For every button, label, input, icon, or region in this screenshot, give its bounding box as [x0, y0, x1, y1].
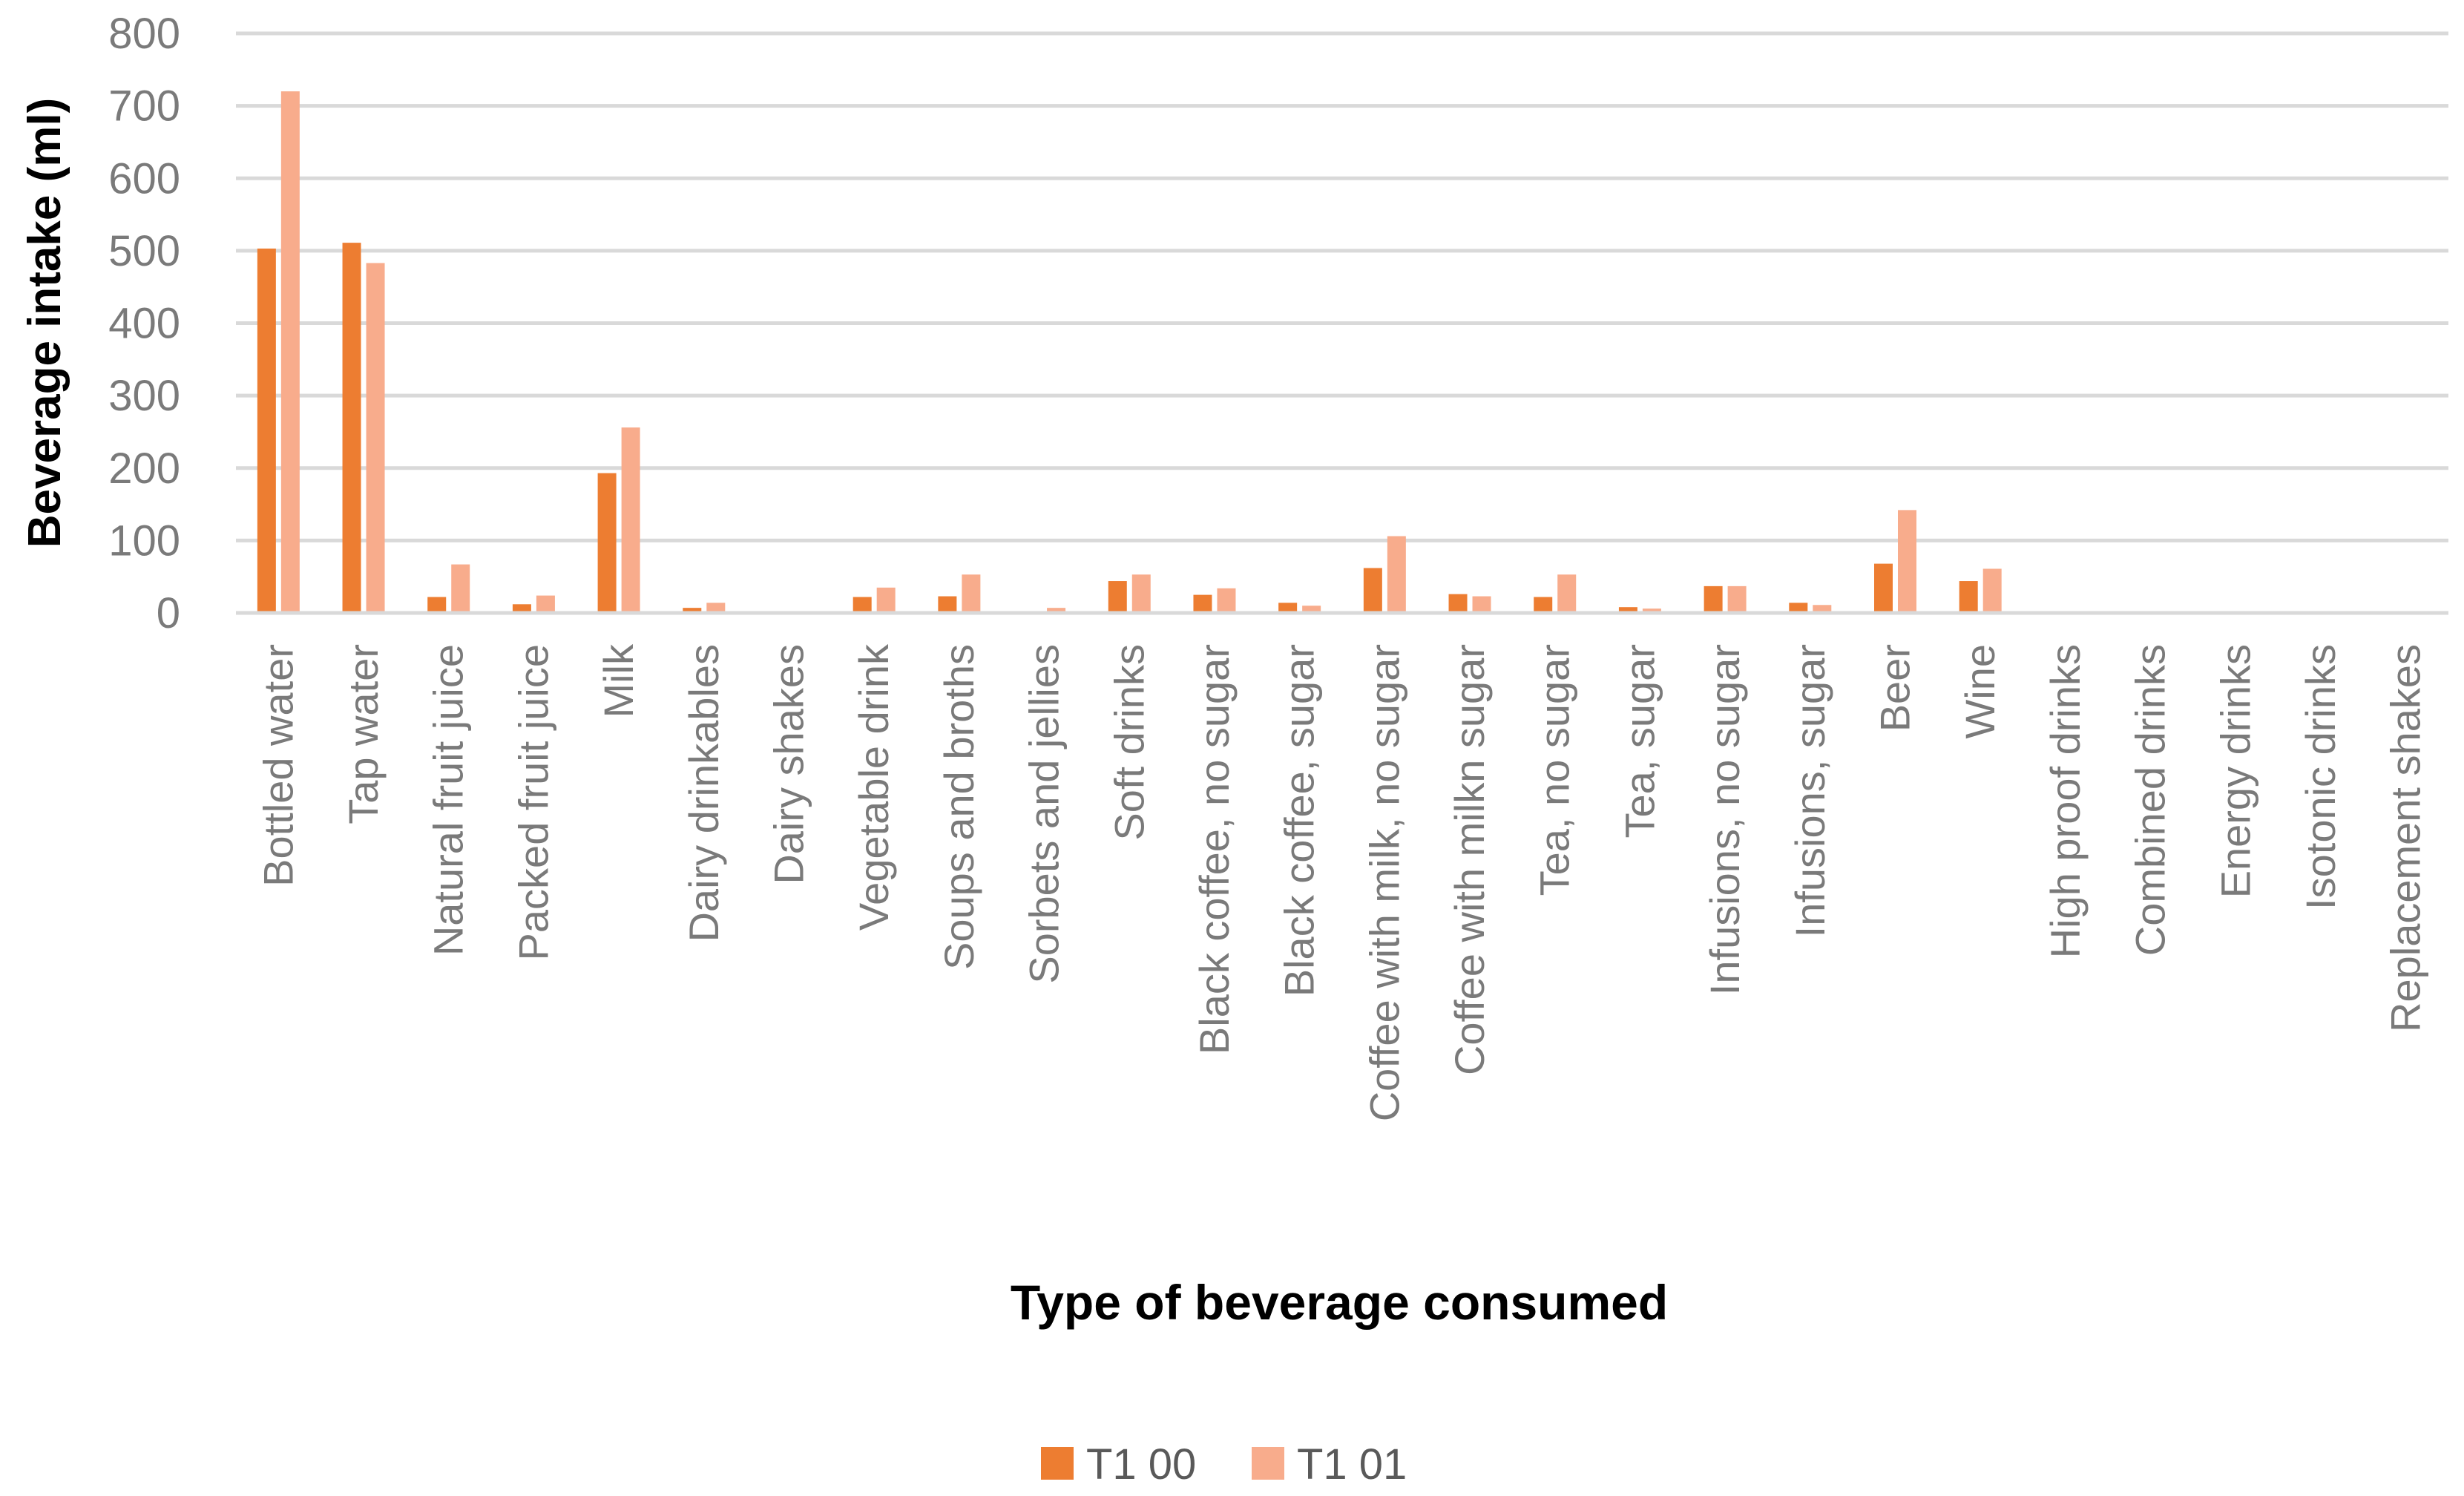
- x-axis-ticks: Bottled water Tap water Natural fruit juic…: [254, 643, 2428, 1121]
- bar-t1-01: [962, 574, 981, 613]
- bar-t1-00: [1278, 603, 1298, 613]
- x-tick-label: Soft drinks: [1105, 644, 1152, 841]
- bar-t1-00: [938, 596, 957, 613]
- x-tick-label: Vegetable drink: [850, 643, 897, 931]
- bar-t1-01: [451, 564, 470, 613]
- bar-t1-00: [597, 473, 617, 613]
- x-tick-label: Coffee with milk, no sugar: [1361, 644, 1407, 1121]
- y-tick-label: 400: [108, 300, 180, 348]
- x-tick-label: Packed fruit juice: [510, 644, 556, 960]
- bar-t1-00: [1618, 607, 1637, 613]
- y-tick-label: 500: [108, 227, 180, 275]
- bar-t1-01: [1387, 536, 1406, 613]
- bar-t1-01: [1557, 574, 1577, 613]
- x-tick-label: Milk: [595, 643, 642, 718]
- y-tick-label: 700: [108, 82, 180, 131]
- y-tick-label: 200: [108, 444, 180, 493]
- bar-t1-01: [621, 427, 640, 613]
- bar-t1-00: [683, 608, 702, 613]
- bars: [257, 91, 2002, 614]
- x-tick-label: Tea, no sugar: [1531, 644, 1578, 896]
- y-axis-title: Beverage intake (ml): [19, 98, 70, 548]
- bar-t1-00: [1789, 603, 1808, 613]
- x-tick-label: Coffee with milkn sugar: [1446, 644, 1493, 1075]
- x-tick-label: Bottled water: [254, 644, 301, 887]
- bar-t1-01: [1472, 596, 1491, 613]
- x-tick-label: Tea, sugar: [1616, 644, 1663, 839]
- bar-t1-00: [1704, 585, 1723, 613]
- y-tick-label: 0: [157, 589, 180, 637]
- x-axis-title: Type of beverage consumed: [1011, 1275, 1668, 1330]
- bar-t1-00: [1959, 581, 1978, 613]
- x-tick-label: Dairy shakes: [766, 644, 812, 885]
- legend-swatch: [1252, 1447, 1284, 1480]
- x-tick-label: Soups and broths: [936, 644, 982, 970]
- bar-t1-01: [1302, 606, 1321, 613]
- bar-t1-00: [512, 604, 531, 613]
- x-tick-label: Combined drinks: [2127, 644, 2174, 956]
- x-tick-label: Infusions, sugar: [1787, 644, 1833, 937]
- bar-t1-01: [1217, 588, 1236, 613]
- x-tick-label: Beer: [1872, 644, 1919, 732]
- bar-t1-00: [342, 243, 361, 613]
- bar-t1-01: [366, 263, 385, 613]
- legend: T1 00 T1 01: [1041, 1440, 1407, 1489]
- bar-t1-01: [1898, 510, 1916, 613]
- bar-t1-01: [536, 595, 555, 613]
- bar-t1-00: [427, 597, 447, 613]
- y-tick-label: 600: [108, 154, 180, 203]
- bar-t1-01: [706, 603, 726, 613]
- x-tick-label: Wine: [1957, 644, 2003, 739]
- x-tick-label: Dairy drinkables: [680, 644, 727, 942]
- bar-t1-00: [1193, 594, 1212, 613]
- bar-t1-00: [1448, 594, 1468, 613]
- y-tick-label: 800: [108, 10, 180, 58]
- y-tick-label: 300: [108, 372, 180, 420]
- bar-t1-00: [1534, 597, 1553, 613]
- bar-t1-00: [1874, 563, 1893, 613]
- gridlines: [236, 31, 2448, 542]
- y-axis-ticks: 0 100 200 300 400 500 600 700 800: [108, 10, 180, 637]
- x-tick-label: Isotonic drinks: [2297, 644, 2344, 910]
- bar-t1-01: [280, 91, 300, 614]
- x-tick-label: Replacement shakes: [2382, 644, 2429, 1032]
- bar-t1-00: [1363, 568, 1382, 613]
- x-tick-label: Black coffee, sugar: [1276, 644, 1323, 997]
- bar-t1-00: [1108, 581, 1127, 613]
- legend-swatch: [1041, 1447, 1074, 1480]
- legend-label: T1 01: [1297, 1440, 1407, 1489]
- bar-t1-00: [852, 597, 872, 613]
- legend-label: T1 00: [1086, 1440, 1196, 1489]
- bar-t1-01: [1813, 605, 1832, 613]
- bar-t1-00: [257, 248, 276, 613]
- bar-t1-01: [1727, 585, 1747, 613]
- x-tick-label: Natural fruit juice: [425, 644, 472, 956]
- x-tick-label: Tap water: [340, 644, 387, 824]
- x-tick-label: Infusions, no sugar: [1701, 644, 1748, 995]
- bar-t1-01: [1982, 568, 2002, 613]
- x-tick-label: Energy drinks: [2212, 644, 2258, 898]
- bar-t1-01: [1642, 608, 1661, 613]
- bar-t1-01: [876, 587, 896, 613]
- bar-t1-01: [1047, 608, 1066, 613]
- x-tick-label: Sorbets and jellies: [1021, 644, 1068, 984]
- bar-t1-01: [1131, 574, 1151, 613]
- x-tick-label: Black coffee, no sugar: [1191, 644, 1238, 1054]
- y-tick-label: 100: [108, 516, 180, 565]
- x-tick-label: High proof drinks: [2042, 644, 2089, 958]
